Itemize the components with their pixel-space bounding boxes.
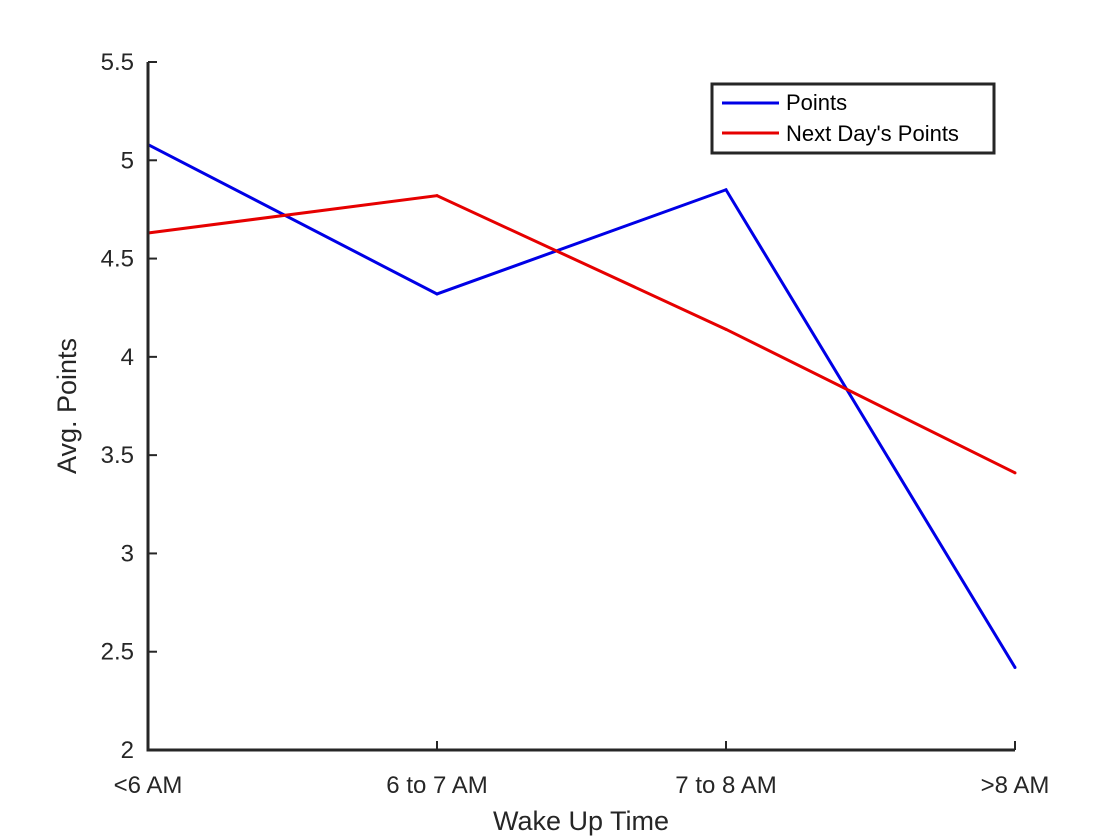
- y-tick-label: 3: [121, 540, 134, 567]
- series-line-1: [147, 194, 1016, 475]
- legend-label-next-days-points: Next Day's Points: [786, 121, 959, 146]
- legend: Points Next Day's Points: [710, 82, 996, 155]
- x-tick-label: 6 to 7 AM: [386, 772, 487, 799]
- x-axis-label: Wake Up Time: [493, 806, 669, 836]
- y-tick-label: 4: [121, 344, 134, 371]
- data-point: [724, 327, 728, 331]
- legend-label-points: Points: [786, 90, 847, 115]
- y-tick-label: 5: [121, 147, 134, 174]
- y-tick-label: 4.5: [101, 246, 134, 273]
- y-tick-label: 2.5: [101, 639, 134, 666]
- axes: [146, 62, 1015, 752]
- x-tick-label: 7 to 8 AM: [675, 772, 776, 799]
- y-tick-label: 2: [121, 737, 134, 764]
- y-tick-label: 5.5: [101, 49, 134, 76]
- y-ticks: 2 2.5 3 3.5 4 4.5 5 5.5: [101, 49, 157, 764]
- data-point: [1013, 665, 1017, 669]
- series-line-0: [147, 143, 1017, 669]
- x-tick-label: <6 AM: [114, 772, 183, 799]
- x-tick-label: >8 AM: [981, 772, 1050, 799]
- y-tick-label: 3.5: [101, 442, 134, 469]
- data-point: [435, 292, 439, 296]
- data-point: [435, 194, 439, 198]
- y-axis-label: Avg. Points: [52, 338, 82, 474]
- data-point: [1013, 471, 1017, 475]
- data-point: [724, 188, 728, 192]
- series-layer: [146, 143, 1017, 669]
- legend-box: [710, 82, 996, 155]
- x-ticks: <6 AM 6 to 7 AM 7 to 8 AM >8 AM: [114, 741, 1050, 799]
